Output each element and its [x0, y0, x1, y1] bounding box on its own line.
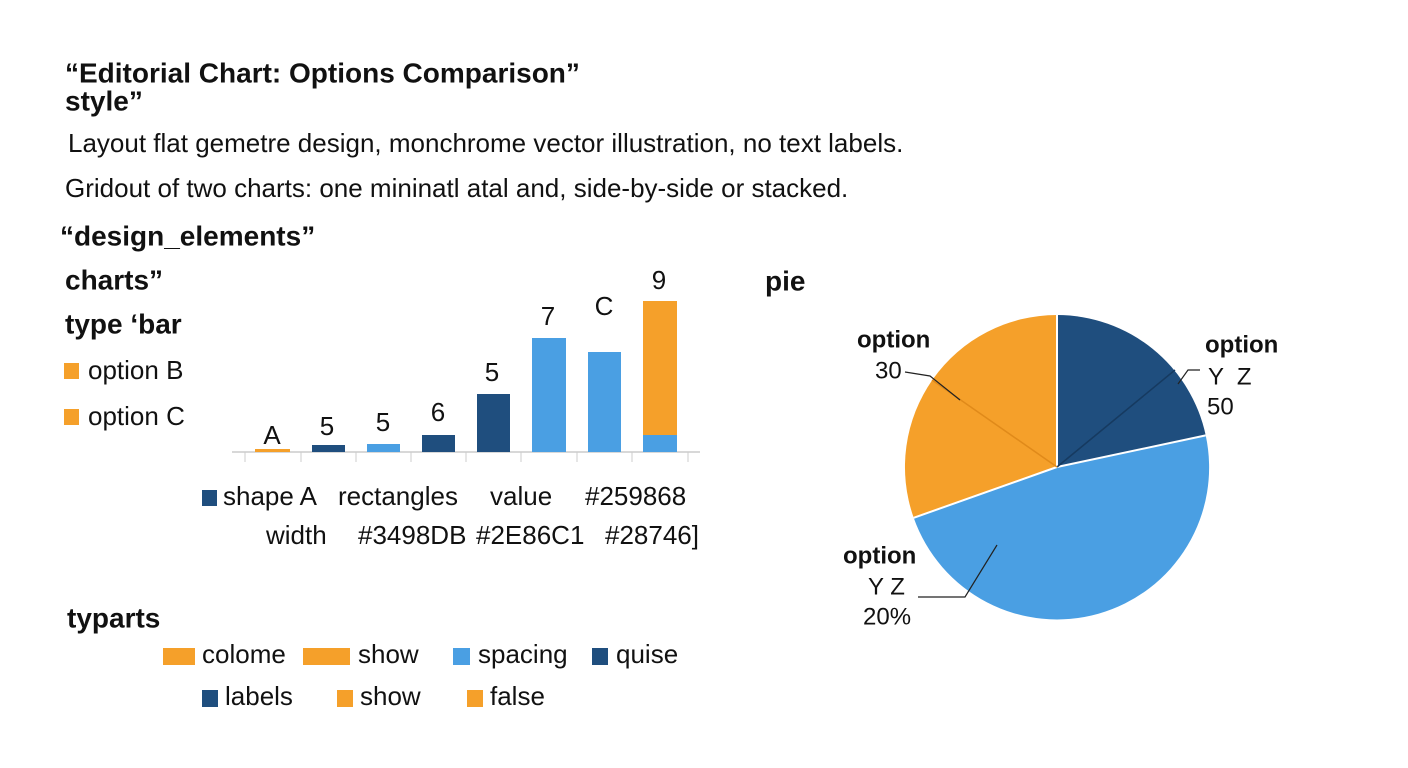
legend-swatch [303, 648, 350, 665]
legend-label: labels [225, 681, 293, 711]
legend-swatch [202, 690, 218, 707]
bar-label: A [263, 420, 281, 450]
legend-label: width [265, 520, 327, 550]
legend-label: spacing [478, 639, 568, 669]
text-line: Layout flat gemetre design, monchrome ve… [68, 128, 903, 158]
text-line: Gridout of two charts: one mininatl atal… [65, 173, 848, 203]
heading: charts” [65, 264, 163, 295]
legend-label: #3498DB [358, 520, 466, 550]
bar-label: 9 [652, 265, 666, 295]
pie-label: 30 [875, 357, 902, 384]
pie-label: option [1205, 331, 1278, 358]
bar-chart [232, 301, 700, 462]
pie-slice [913, 435, 1210, 620]
leader-line [918, 544, 998, 598]
heading: “design_elements” [60, 220, 315, 251]
bar-label: 5 [485, 357, 499, 387]
pie-label: 20% [863, 603, 911, 630]
subtitle: style” [65, 85, 143, 116]
legend-label: #2E86C1 [476, 520, 584, 550]
leader-line [1177, 369, 1200, 385]
bar [643, 301, 677, 435]
legend-label: #28746] [605, 520, 699, 550]
heading: type ‘bar [65, 308, 182, 339]
bar-label: 6 [431, 397, 445, 427]
legend-label: option B [88, 355, 183, 385]
pie-label: option [843, 542, 916, 569]
bar [367, 444, 400, 452]
bar-label: C [595, 291, 614, 321]
legend-label: value [490, 481, 552, 511]
heading: pie [765, 265, 805, 296]
legend-swatch [467, 690, 483, 707]
bar [477, 394, 510, 452]
bar-label: 7 [541, 301, 555, 331]
pie-label: 50 [1207, 393, 1234, 420]
pie [904, 314, 1210, 620]
bar [643, 435, 677, 452]
pie-slice [904, 314, 1057, 518]
bar [588, 352, 621, 452]
bar [532, 338, 566, 452]
legend-swatch [64, 363, 79, 379]
legend-swatch [337, 690, 353, 707]
bar [255, 449, 290, 452]
legend-swatch [163, 648, 195, 665]
legend-swatch [64, 409, 79, 425]
title: “Editorial Chart: Options Comparison” [65, 57, 580, 88]
legend-label: shape A [223, 481, 318, 511]
legend-swatch [202, 490, 217, 506]
ticks [244, 452, 689, 462]
heading: typarts [67, 602, 160, 633]
bar-label: 5 [320, 411, 334, 441]
legend-label: option C [88, 401, 185, 431]
legend-label: rectangles [338, 481, 458, 511]
leader-line [904, 371, 961, 401]
bar [312, 445, 345, 452]
bar [422, 435, 455, 452]
bar-label: 5 [376, 407, 390, 437]
legend-label: show [360, 681, 421, 711]
legend-label: colome [202, 639, 286, 669]
pie-label: Y Z [1208, 363, 1252, 390]
legend-swatch [592, 648, 608, 665]
slice-borders [913, 315, 1206, 519]
pie-label: option [857, 326, 930, 353]
legend-swatch [453, 648, 470, 665]
legend-label: quise [616, 639, 678, 669]
legend-label: show [358, 639, 419, 669]
pie-label: Y Z [868, 573, 905, 600]
legend-label: #259868 [585, 481, 686, 511]
legend-label: false [490, 681, 545, 711]
pie-slice [1057, 314, 1206, 467]
slice-divider [1056, 369, 1176, 468]
